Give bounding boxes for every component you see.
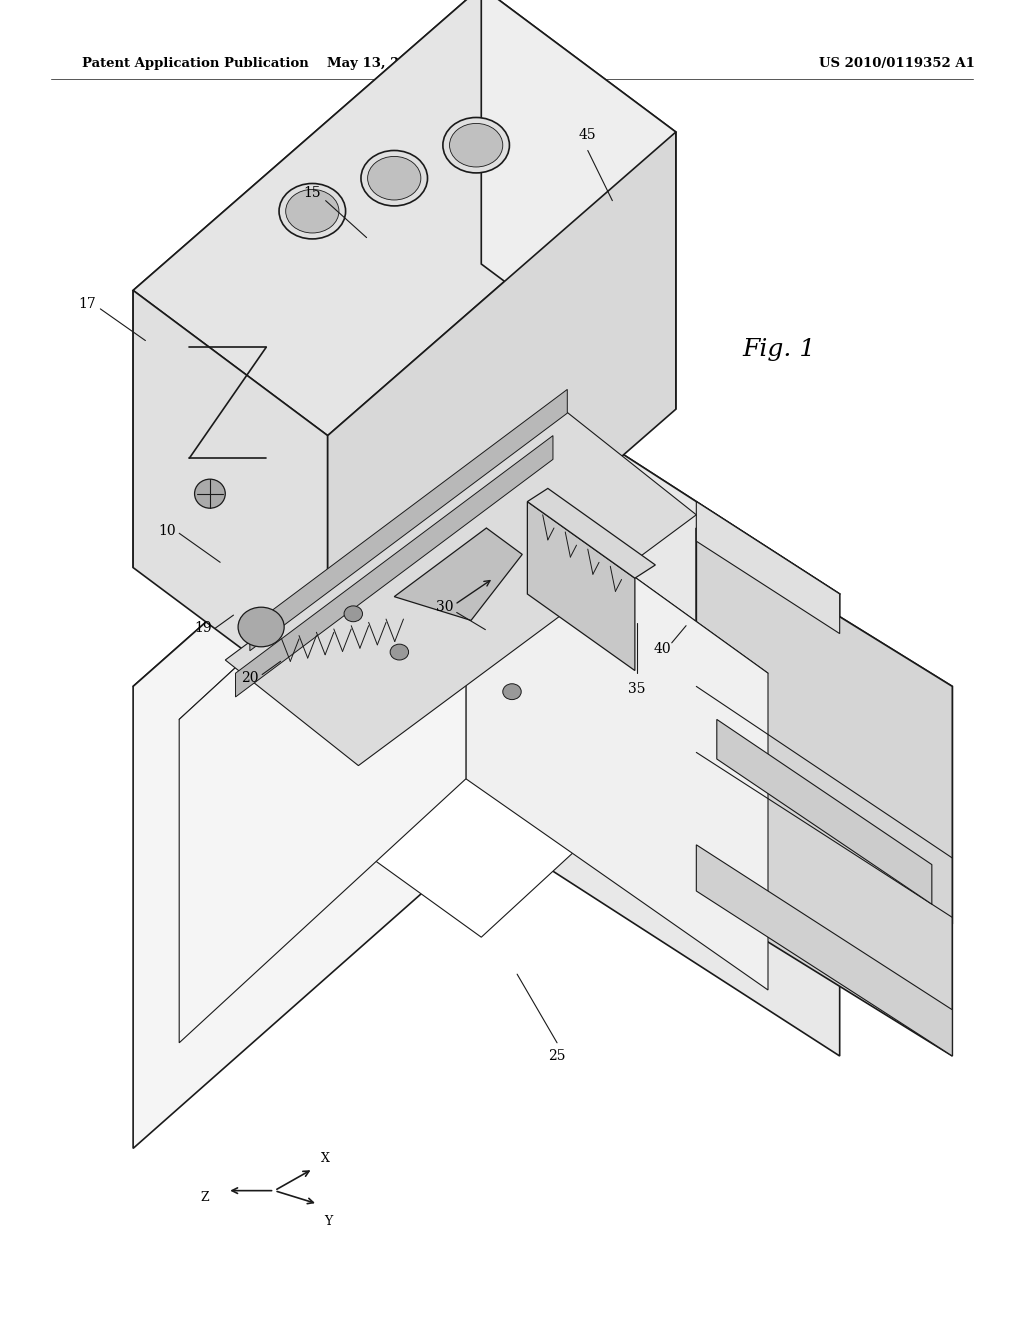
Text: Z: Z [201, 1191, 209, 1204]
Polygon shape [225, 409, 696, 766]
Text: Patent Application Publication: Patent Application Publication [82, 57, 308, 70]
Text: 40: 40 [653, 643, 672, 656]
Ellipse shape [361, 150, 428, 206]
Polygon shape [179, 455, 466, 1043]
Text: May 13, 2010  Sheet 1 of 12: May 13, 2010 Sheet 1 of 12 [327, 57, 534, 70]
Ellipse shape [368, 157, 421, 199]
Ellipse shape [390, 644, 409, 660]
Text: 35: 35 [628, 682, 646, 696]
Polygon shape [250, 389, 567, 651]
Polygon shape [133, 0, 676, 436]
Text: 30: 30 [435, 601, 454, 614]
Text: 10: 10 [158, 524, 176, 537]
Polygon shape [466, 455, 768, 990]
Polygon shape [527, 502, 635, 671]
Text: X: X [321, 1152, 330, 1166]
Text: 17: 17 [78, 297, 96, 310]
Ellipse shape [344, 606, 362, 622]
Polygon shape [179, 455, 768, 937]
Polygon shape [492, 370, 840, 1056]
Ellipse shape [279, 183, 346, 239]
Ellipse shape [238, 607, 285, 647]
Polygon shape [696, 528, 952, 924]
Polygon shape [133, 290, 328, 713]
Polygon shape [133, 0, 481, 568]
Polygon shape [236, 436, 553, 697]
Polygon shape [133, 370, 840, 911]
Ellipse shape [442, 117, 510, 173]
Polygon shape [133, 370, 492, 1148]
Text: Fig. 1: Fig. 1 [742, 338, 816, 362]
Polygon shape [696, 845, 952, 1056]
Ellipse shape [286, 190, 339, 232]
Polygon shape [696, 528, 952, 1056]
Text: Y: Y [325, 1216, 333, 1228]
Polygon shape [481, 0, 676, 409]
Text: 25: 25 [548, 1049, 566, 1063]
Polygon shape [717, 719, 932, 904]
Text: 15: 15 [303, 186, 322, 199]
Ellipse shape [195, 479, 225, 508]
Polygon shape [394, 528, 522, 620]
Ellipse shape [503, 684, 521, 700]
Text: 45: 45 [579, 128, 597, 141]
Text: 19: 19 [194, 622, 212, 635]
Polygon shape [696, 502, 840, 634]
Polygon shape [527, 488, 655, 578]
Ellipse shape [450, 124, 503, 168]
Text: 20: 20 [241, 672, 259, 685]
Polygon shape [328, 132, 676, 713]
Text: US 2010/0119352 A1: US 2010/0119352 A1 [819, 57, 975, 70]
